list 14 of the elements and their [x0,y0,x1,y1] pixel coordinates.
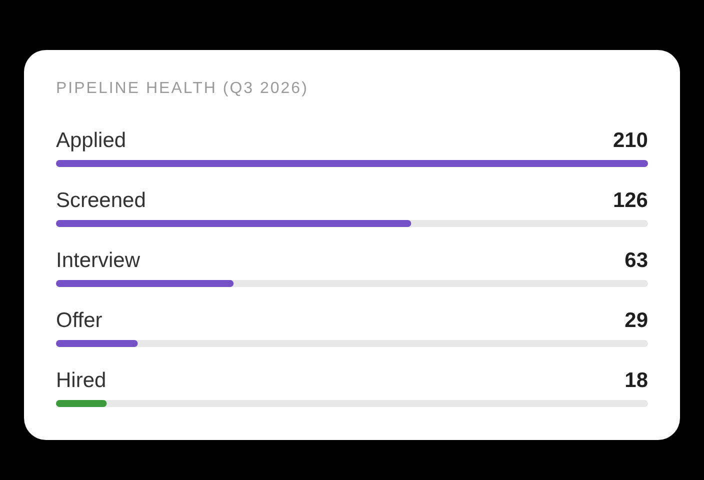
y-tick-label: Interview [56,249,141,272]
data-label: 29 [624,309,648,332]
chart-title: PIPELINE HEALTH (Q3 2026) [56,80,308,98]
data-label: 210 [612,129,648,152]
y-tick-label: Offer [56,309,102,332]
y-tick-label: Hired [56,369,106,392]
bar [56,400,107,407]
bar [56,280,234,287]
y-tick-label: Screened [56,189,146,212]
y-tick-label: Applied [56,129,126,152]
data-label: 63 [624,249,648,272]
data-label: 126 [612,189,648,212]
bar [56,340,138,347]
data-label: 18 [624,369,648,392]
